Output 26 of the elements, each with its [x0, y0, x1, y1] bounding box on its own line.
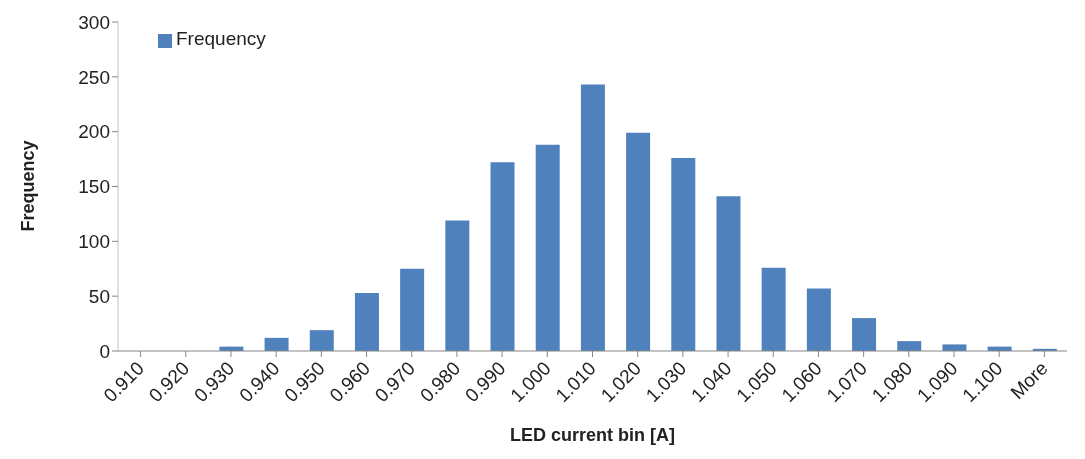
bar	[264, 337, 289, 351]
bar	[671, 157, 696, 351]
bar	[897, 341, 922, 351]
y-tick-label: 0	[99, 340, 110, 362]
y-tick-label: 150	[78, 176, 110, 198]
bar	[806, 288, 831, 351]
legend-label: Frequency	[176, 28, 266, 49]
bar	[716, 196, 741, 351]
bar	[445, 220, 470, 351]
bar	[309, 330, 334, 351]
y-tick-label: 200	[78, 121, 110, 143]
bar	[490, 162, 515, 351]
x-axis-title: LED current bin [A]	[510, 425, 675, 445]
bar	[580, 84, 605, 351]
y-tick-label: 250	[78, 66, 110, 88]
bar	[354, 292, 379, 351]
bar	[535, 144, 560, 351]
bar	[852, 318, 877, 351]
y-tick-label: 100	[78, 231, 110, 253]
bar	[761, 267, 786, 351]
bar	[626, 132, 651, 351]
y-tick-label: 300	[78, 11, 110, 33]
y-axis-title: Frequency	[18, 140, 39, 232]
y-tick-label: 50	[88, 285, 110, 307]
bar	[400, 268, 425, 351]
bar	[942, 344, 967, 351]
